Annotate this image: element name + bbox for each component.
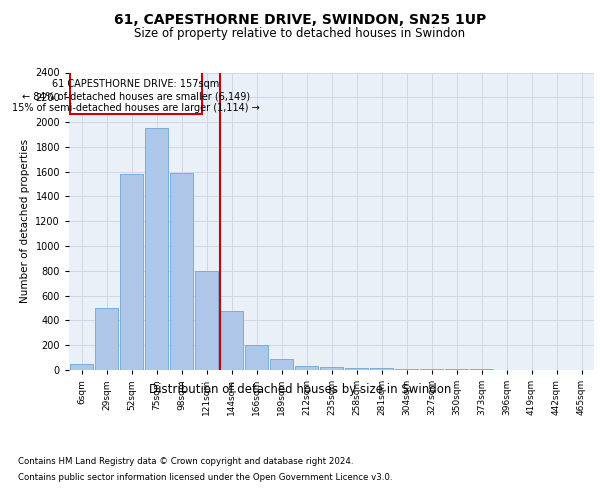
Bar bbox=[245, 345, 268, 370]
Bar bbox=[220, 310, 243, 370]
Bar bbox=[270, 360, 293, 370]
Bar bbox=[295, 366, 318, 370]
Bar bbox=[70, 364, 93, 370]
Text: 15% of semi-detached houses are larger (1,114) →: 15% of semi-detached houses are larger (… bbox=[12, 103, 260, 113]
Y-axis label: Number of detached properties: Number of detached properties bbox=[20, 139, 29, 304]
Text: ← 84% of detached houses are smaller (6,149): ← 84% of detached houses are smaller (6,… bbox=[22, 92, 250, 102]
Text: 61, CAPESTHORNE DRIVE, SWINDON, SN25 1UP: 61, CAPESTHORNE DRIVE, SWINDON, SN25 1UP bbox=[114, 12, 486, 26]
Bar bbox=[145, 128, 168, 370]
Bar bbox=[70, 72, 202, 114]
Text: 61 CAPESTHORNE DRIVE: 157sqm: 61 CAPESTHORNE DRIVE: 157sqm bbox=[52, 79, 220, 89]
Bar bbox=[95, 308, 118, 370]
Text: Contains HM Land Registry data © Crown copyright and database right 2024.: Contains HM Land Registry data © Crown c… bbox=[18, 458, 353, 466]
Bar bbox=[345, 368, 368, 370]
Text: Size of property relative to detached houses in Swindon: Size of property relative to detached ho… bbox=[134, 28, 466, 40]
Bar bbox=[170, 173, 193, 370]
Bar bbox=[370, 368, 393, 370]
Text: Contains public sector information licensed under the Open Government Licence v3: Contains public sector information licen… bbox=[18, 472, 392, 482]
Bar bbox=[320, 368, 343, 370]
Bar bbox=[195, 271, 218, 370]
Bar bbox=[120, 174, 143, 370]
Text: Distribution of detached houses by size in Swindon: Distribution of detached houses by size … bbox=[149, 382, 451, 396]
